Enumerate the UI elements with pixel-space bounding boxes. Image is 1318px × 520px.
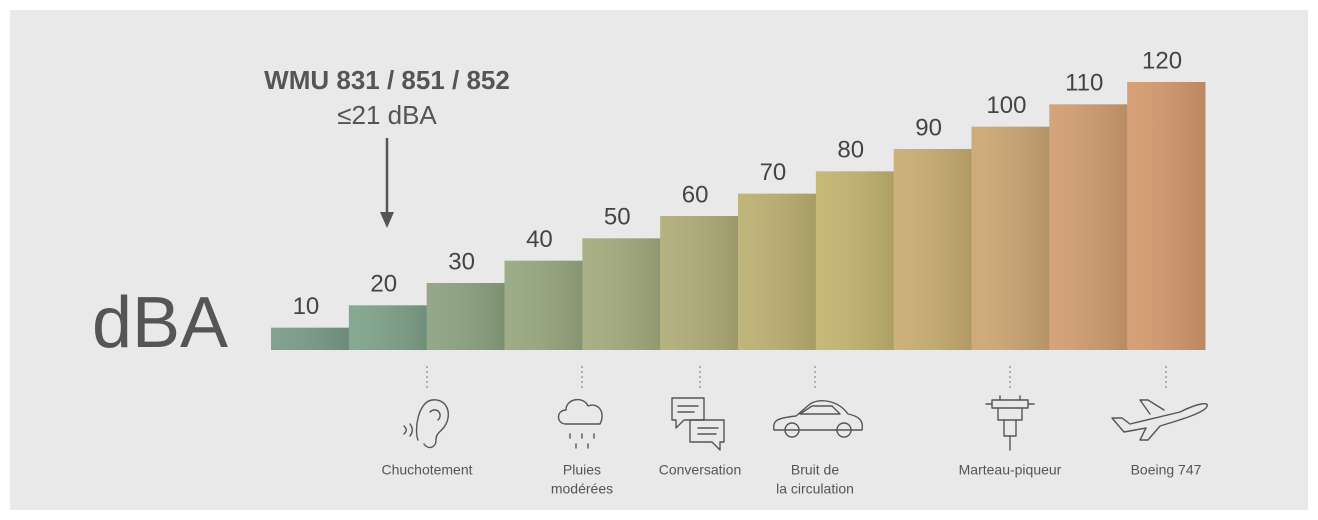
example-label: Chuchotement <box>381 462 472 478</box>
example-label: Bruit de <box>791 462 839 478</box>
bar-shade <box>815 171 895 350</box>
value-label: 40 <box>526 226 553 253</box>
icon-conversation <box>671 397 725 451</box>
example-label: Conversation <box>659 462 742 478</box>
value-label: 100 <box>986 92 1026 119</box>
icon-jackhammer <box>985 395 1035 451</box>
bar-shade <box>893 149 972 350</box>
value-label: 50 <box>604 204 631 231</box>
value-label: 60 <box>682 181 709 208</box>
annotation-title: WMU 831 / 851 / 852 <box>264 65 510 95</box>
bar-shade <box>971 126 1050 351</box>
example-label: la circulation <box>776 481 854 497</box>
bar-shade <box>271 327 350 350</box>
bar-shade <box>504 260 583 350</box>
value-label: 30 <box>448 248 475 275</box>
bar-shade <box>348 305 428 350</box>
axis-label: dBA <box>92 283 228 363</box>
example-label: Boeing 747 <box>1131 462 1202 478</box>
example-label: Pluies <box>563 462 601 478</box>
value-label: 110 <box>1065 70 1103 97</box>
icon-rain <box>557 399 603 449</box>
value-label: 90 <box>915 114 942 141</box>
bar-shade <box>426 283 505 350</box>
value-label: 70 <box>760 159 787 186</box>
icon-car <box>772 400 864 438</box>
bar-shade <box>738 193 817 350</box>
bar-shade <box>660 216 739 350</box>
value-label: 120 <box>1142 47 1182 74</box>
icon-plane <box>1111 399 1208 441</box>
value-label: 10 <box>293 293 320 320</box>
value-label: 20 <box>370 271 397 298</box>
annotation-subtitle: ≤21 dBA <box>337 100 437 130</box>
example-label: modérées <box>551 481 613 497</box>
arrow-head <box>380 212 394 228</box>
bar-shade <box>1127 82 1206 350</box>
bar-shade <box>1049 104 1128 350</box>
bar-shade <box>582 238 661 350</box>
icon-ear <box>403 399 450 449</box>
example-label: Marteau-piqueur <box>959 462 1062 478</box>
value-label: 80 <box>837 137 864 164</box>
